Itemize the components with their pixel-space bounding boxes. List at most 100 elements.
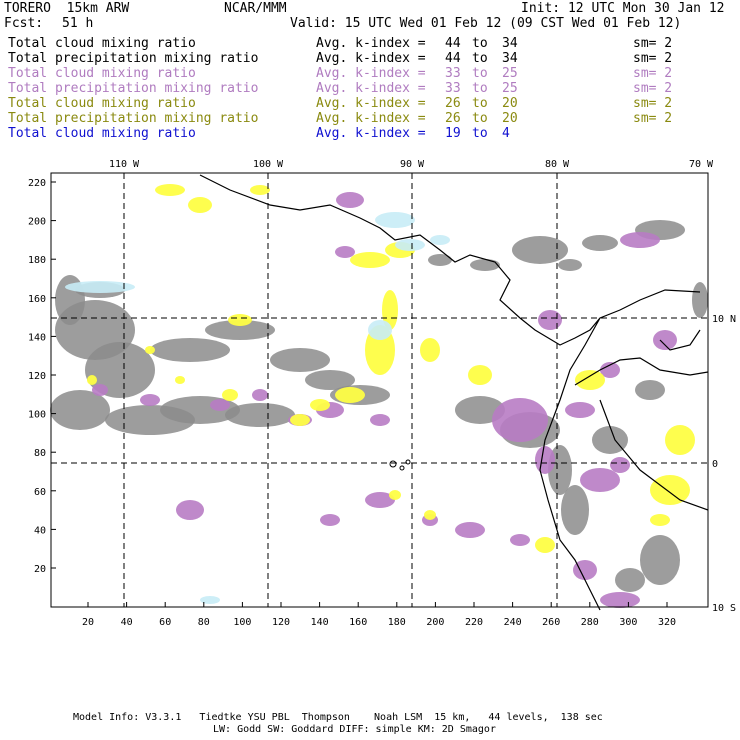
legend-index-from: 26 [445,96,461,111]
cloud-blob [222,389,238,401]
legend-index-to-word: to [472,36,488,51]
forecast-hour-label: Fcst: [4,16,44,31]
cloud-blob [650,475,690,505]
legend-index-label: Avg. k-index = [316,51,426,66]
x-tick-label: 220 [465,617,483,628]
legend-smoothing: sm= 2 [633,51,673,66]
lon-label-70w: 70 W [689,159,714,170]
cloud-blob [250,185,270,195]
cloud-blob [92,384,108,396]
model-info-line2: LW: Godd SW: Goddard DIFF: simple KM: 2D… [213,724,496,735]
cloud-blob [205,320,275,340]
legend-index-to: 34 [502,36,518,51]
legend-index-to-word: to [472,96,488,111]
legend-smoothing: sm= 2 [633,36,673,51]
legend-index-to: 20 [502,96,518,111]
lon-label-110w: 110 W [109,159,140,170]
cloud-blob [85,342,155,398]
cloud-blob [305,370,355,390]
cloud-blob [155,184,185,196]
coastline [199,174,709,611]
cloud-blob [615,568,645,592]
x-tick-label: 240 [504,617,522,628]
cloud-blob [335,387,365,403]
cloud-blob [188,197,212,213]
cloud-blob [252,389,268,401]
cloud-blob [175,376,185,384]
legend-index-from: 26 [445,111,461,126]
cloud-blob [653,330,677,350]
x-tick-label: 300 [619,617,637,628]
cloud-blob [140,394,160,406]
cloud-blob [558,259,582,271]
x-tick-label: 40 [121,617,133,628]
model-name: TORERO 15km ARW [4,1,130,16]
x-tick-label: 320 [658,617,676,628]
init-time: Init: 12 UTC Mon 30 Jan 12 [521,1,725,16]
cloud-blob [468,365,492,385]
cloud-blob [424,510,436,520]
cloud-blob [535,537,555,553]
cloud-blob [430,235,450,245]
cloud-blob [290,414,310,426]
legend-item-name: Total precipitation mixing ratio [8,81,259,96]
legend-index-label: Avg. k-index = [316,36,426,51]
legend-index-label: Avg. k-index = [316,81,426,96]
legend-index-from: 44 [445,51,461,66]
lon-label-80w: 80 W [545,159,570,170]
legend-index-to-word: to [472,126,488,141]
cloud-blob [640,535,680,585]
x-tick-label: 280 [581,617,599,628]
y-tick-label: 180 [28,255,46,266]
legend-item-name: Total precipitation mixing ratio [8,51,259,66]
x-tick-label: 180 [388,617,406,628]
legend-smoothing: sm= 2 [633,66,673,81]
legend-smoothing: sm= 2 [633,96,673,111]
model-info-line1: Model Info: V3.3.1 Tiedtke YSU PBL Thomp… [73,712,603,723]
cloud-blob [573,560,597,580]
cloud-blob [365,492,395,508]
legend-item-name: Total precipitation mixing ratio [8,111,259,126]
legend-index-to-word: to [472,81,488,96]
legend-index-from: 33 [445,81,461,96]
legend-index-from: 33 [445,66,461,81]
cloud-blob [665,425,695,455]
cloud-blob [538,310,562,330]
x-tick-label: 100 [233,617,251,628]
lightblue-cloud-field [65,212,450,604]
cloud-blob [580,468,620,492]
cloud-blob [395,239,425,251]
cloud-blob [561,485,589,535]
legend-index-from: 19 [445,126,461,141]
cloud-blob [600,592,640,608]
legend-index-label: Avg. k-index = [316,111,426,126]
cloud-blob [335,246,355,258]
cloud-blob [535,446,555,474]
y-tick-label: 160 [28,294,46,305]
cloud-blob [336,192,364,208]
cloud-blob [145,346,155,354]
cloud-blob [350,252,390,268]
lat-lon-grid [51,173,708,607]
legend-index-label: Avg. k-index = [316,66,426,81]
gray-cloud-field [50,220,708,592]
legend-item-name: Total cloud mixing ratio [8,96,196,111]
cloud-blob [428,254,452,266]
cloud-blob [470,259,500,271]
y-tick-label: 40 [34,525,46,536]
legend-index-to: 34 [502,51,518,66]
y-tick-label: 120 [28,371,46,382]
cloud-blob [210,399,230,411]
x-tick-label: 120 [272,617,290,628]
cloud-blob [510,534,530,546]
cloud-blob [610,457,630,473]
legend-index-to-word: to [472,111,488,126]
valid-time: Valid: 15 UTC Wed 01 Feb 12 (09 CST Wed … [290,16,682,31]
galapagos-islands [389,459,411,471]
legend-index-to-word: to [472,66,488,81]
cloud-blob [635,380,665,400]
legend-index-to: 25 [502,66,518,81]
x-tick-label: 80 [198,617,210,628]
cloud-blob [592,426,628,454]
